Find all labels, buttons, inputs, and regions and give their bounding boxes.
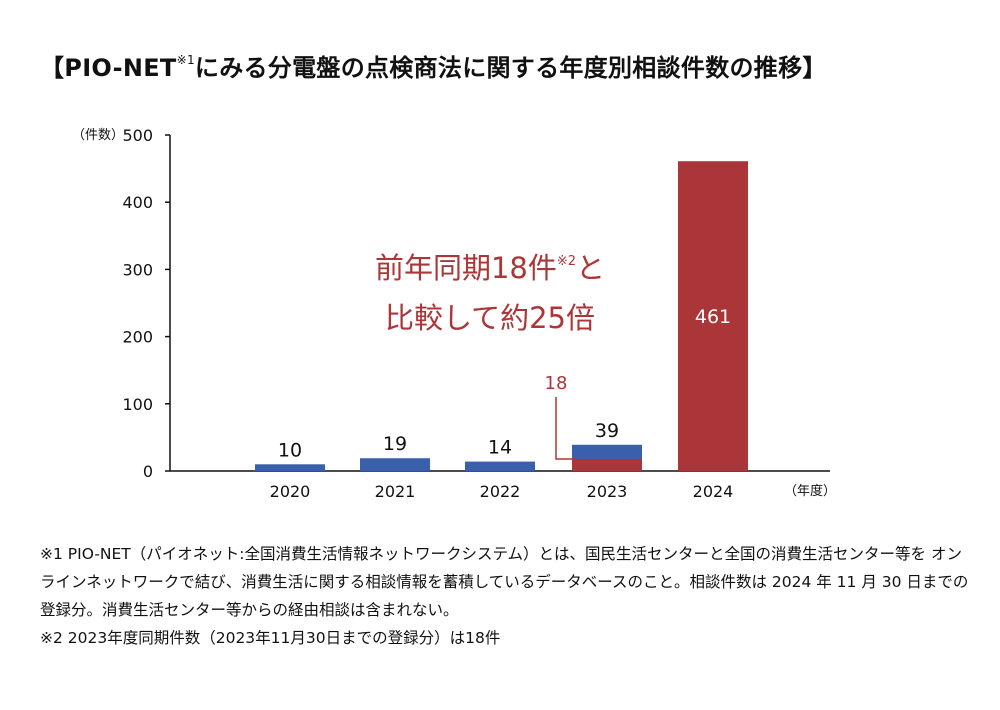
y-unit-label: （件数） bbox=[72, 128, 124, 143]
x-tick-label: 2022 bbox=[480, 482, 521, 501]
y-tick-label: 400 bbox=[122, 193, 153, 212]
footnote-1: ※1 PIO-NET（パイオネット:全国消費生活情報ネットワークシステム）とは、… bbox=[40, 545, 969, 619]
x-tick-label: 2020 bbox=[270, 482, 311, 501]
y-tick-label: 300 bbox=[122, 260, 153, 279]
bar-2024 bbox=[678, 161, 748, 471]
data-label: 10 bbox=[278, 439, 302, 461]
x-tick-label: 2024 bbox=[693, 482, 734, 501]
title-footnote-mark: ※1 bbox=[176, 53, 195, 67]
bar-2020 bbox=[255, 464, 325, 471]
bar-2021 bbox=[360, 458, 430, 471]
bar-2023-same-period-segment bbox=[572, 458, 642, 471]
footnotes: ※1 PIO-NET（パイオネット:全国消費生活情報ネットワークシステム）とは、… bbox=[40, 540, 970, 652]
y-tick-label: 200 bbox=[122, 328, 153, 347]
bar-2022 bbox=[465, 461, 535, 471]
x-tick-label: 2023 bbox=[587, 482, 628, 501]
same-period-leader-line bbox=[555, 397, 576, 460]
y-tick-label: 0 bbox=[143, 462, 153, 481]
annotation-line-1: 前年同期18件※2と bbox=[375, 251, 605, 285]
bar-chart: 0 100 200 300 400 500（件数） （年度） 2020 10 2021 19 2022… bbox=[72, 126, 836, 501]
x-unit-label: （年度） bbox=[784, 483, 836, 499]
footnote-2: ※2 2023年度同期件数（2023年11月30日までの登録分）は18件 bbox=[40, 629, 501, 647]
data-label: 39 bbox=[595, 420, 619, 442]
data-label: 461 bbox=[695, 306, 731, 328]
title-rest: にみる分電盤の点検商法に関する年度別相談件数の推移】 bbox=[194, 54, 827, 82]
data-label: 14 bbox=[488, 437, 512, 459]
y-tick-label: 500 bbox=[122, 126, 153, 145]
same-period-label: 18 bbox=[545, 373, 568, 394]
annotation-line-2: 比較して約25倍 bbox=[385, 301, 595, 335]
y-tick-label: 100 bbox=[122, 395, 153, 414]
data-label: 19 bbox=[383, 433, 407, 455]
chart-title: 【PIO-NET※1にみる分電盤の点検商法に関する年度別相談件数の推移】 bbox=[40, 48, 960, 83]
title-main: 【PIO-NET bbox=[40, 54, 177, 82]
x-tick-label: 2021 bbox=[375, 482, 416, 501]
